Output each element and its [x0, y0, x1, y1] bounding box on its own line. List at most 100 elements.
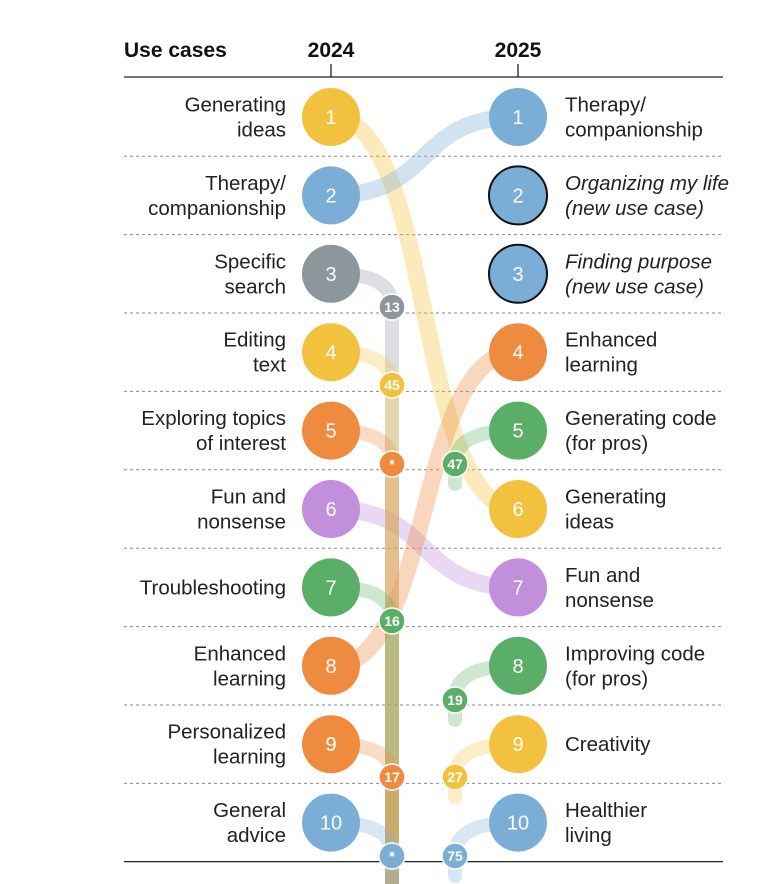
- rank-number-2025: 1: [512, 107, 523, 129]
- rank-circle-2024: [302, 793, 360, 852]
- label-line: text: [253, 354, 286, 377]
- rank-circle-2024: [302, 244, 360, 303]
- label-line: Creativity: [565, 733, 651, 756]
- prior-rank-badge: [441, 450, 469, 478]
- use-case-label-2024: Editing text: [223, 329, 286, 377]
- use-case-label-2025: Enhanced learning: [565, 329, 657, 377]
- label-line: Exploring topics: [141, 407, 286, 430]
- rank-number-2025: 3: [512, 264, 523, 286]
- header-year-2025: 2025: [495, 39, 542, 62]
- label-line: Fun and: [211, 486, 286, 509]
- use-case-label-2025: Generating ideas: [565, 486, 666, 534]
- use-case-label-2024: Specific search: [214, 250, 286, 298]
- label-line: Generating: [565, 486, 666, 509]
- label-line: Enhanced: [565, 329, 657, 352]
- use-case-label-2024: Enhanced learning: [194, 642, 286, 690]
- rank-number-2025: 9: [512, 734, 523, 756]
- rank-number-2024: 8: [325, 656, 336, 678]
- use-case-label-2025: Fun and nonsense: [565, 564, 654, 612]
- rank-circle-2025: [489, 401, 547, 460]
- prior-rank-badge-label: 47: [447, 456, 463, 472]
- prior-rank-badge: [441, 686, 469, 714]
- label-line: Editing: [223, 329, 286, 352]
- use-case-label-2024: Generating ideas: [185, 94, 286, 142]
- drop-rank-badge-label: *: [389, 848, 395, 864]
- label-line: Fun and: [565, 564, 640, 587]
- prior-rank-badge-label: 27: [447, 769, 463, 785]
- rank-circle-2025-new: [488, 243, 548, 304]
- drop-rank-badge: [378, 842, 406, 870]
- rank-number-2024: 7: [325, 577, 336, 599]
- rank-circle-2024: [302, 480, 360, 538]
- use-case-label-2025: Healthier living: [565, 799, 647, 847]
- label-line: (new use case): [565, 197, 704, 220]
- use-case-label-2025: Generating code (for pros): [565, 407, 717, 455]
- rank-circle-2024: [302, 715, 360, 774]
- use-case-label-2024: Fun and nonsense: [197, 486, 286, 534]
- flow-ribbon: [322, 500, 527, 596]
- label-line: Enhanced: [194, 642, 286, 665]
- label-line: Finding purpose: [565, 250, 712, 273]
- label-line: Therapy/: [205, 172, 286, 195]
- label-line: Troubleshooting: [140, 576, 286, 599]
- drop-rank-badge-label: 13: [384, 299, 400, 315]
- use-case-label-2025: Organizing my life (new use case): [565, 172, 729, 220]
- rank-number-2025: 7: [512, 577, 523, 599]
- use-case-label-2024: General advice: [213, 799, 286, 847]
- label-line: learning: [213, 667, 286, 690]
- label-line: (for pros): [565, 667, 648, 690]
- labels-layer: Generating ideasTherapy/companionshipSpec…: [140, 94, 729, 848]
- rank-number-2024: 9: [325, 734, 336, 756]
- prior-rank-badge-label: 75: [447, 848, 463, 864]
- drop-rank-badge-label: *: [389, 456, 395, 472]
- rank-number-2025: 2: [512, 185, 523, 207]
- rank-number-2025: 6: [512, 499, 523, 521]
- label-line: Generating: [185, 94, 286, 117]
- rank-number-2024: 2: [325, 185, 336, 207]
- rank-circle-2025: [489, 715, 547, 774]
- flow-ribbon: [322, 108, 527, 518]
- rank-circle-2025: [489, 558, 547, 617]
- label-line: Improving code: [565, 642, 705, 665]
- use-case-label-2025: Therapy/companionship: [565, 94, 703, 142]
- rank-circle-2024: [302, 401, 360, 460]
- use-case-label-2024: Therapy/companionship: [148, 172, 286, 220]
- label-line: advice: [227, 824, 286, 847]
- drop-rank-badge-label: 17: [384, 769, 400, 785]
- label-line: (for pros): [565, 432, 648, 455]
- flow-ribbon: [322, 108, 527, 204]
- header-year-2024: 2024: [308, 39, 355, 62]
- use-case-label-2024: Troubleshooting: [140, 576, 286, 599]
- header-use-cases: Use cases: [124, 39, 227, 62]
- label-line: companionship: [148, 197, 286, 220]
- rank-number-2025: 8: [512, 656, 523, 678]
- label-line: companionship: [565, 119, 703, 142]
- rank-circle-2025-new: [488, 165, 548, 226]
- label-line: search: [224, 275, 286, 298]
- drop-rank-badge-label: 45: [384, 377, 400, 393]
- label-line: Personalized: [167, 721, 286, 744]
- drop-rank-badge: [378, 607, 406, 635]
- prior-rank-badge: [441, 842, 469, 870]
- rank-circle-2025: [489, 480, 547, 538]
- rank-circle-2024: [302, 323, 360, 382]
- rank-circle-2024: [302, 558, 360, 617]
- rank-number-2025: 5: [512, 421, 523, 443]
- rank-number-2025: 4: [512, 342, 523, 364]
- rank-number-2024: 3: [325, 264, 336, 286]
- label-line: living: [565, 824, 612, 847]
- use-case-label-2025: Creativity: [565, 733, 651, 756]
- use-case-label-2024: Personalized learning: [167, 721, 286, 769]
- flow-ribbon: [322, 343, 527, 675]
- rank-circle-2024: [302, 166, 360, 225]
- rank-number-2024: 5: [325, 421, 336, 443]
- label-line: General: [213, 799, 286, 822]
- rank-circle-2025: [489, 636, 547, 695]
- rank-circle-2024: [302, 88, 360, 146]
- rank-number-2024: 1: [325, 107, 336, 129]
- label-line: ideas: [237, 119, 286, 142]
- rank-circle-2024: [302, 636, 360, 695]
- label-line: Healthier: [565, 799, 647, 822]
